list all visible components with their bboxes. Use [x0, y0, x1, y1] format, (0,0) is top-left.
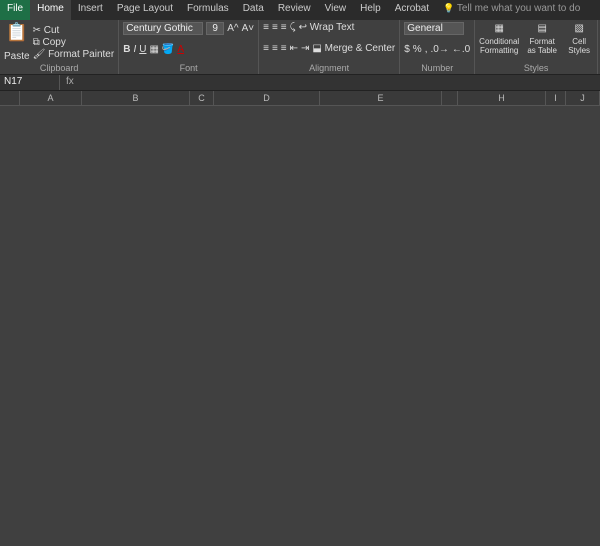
- increase-font-icon[interactable]: A^: [227, 23, 238, 34]
- name-box[interactable]: N17: [0, 75, 60, 90]
- group-font: Century Gothic 9 A^ A˅ B I U ▦ 🪣 A Font: [119, 20, 259, 74]
- group-label: Clipboard: [4, 63, 114, 74]
- paste-icon[interactable]: 📋: [6, 22, 28, 50]
- group-styles: ▦Conditional Formatting ▤Format as Table…: [475, 20, 598, 74]
- cond-format-icon[interactable]: ▦: [492, 22, 506, 36]
- number-format-combo[interactable]: General: [404, 22, 464, 35]
- dec-dec-icon[interactable]: ←.0: [452, 44, 470, 55]
- group-label: Font: [123, 63, 254, 74]
- align-bot-icon[interactable]: ≡: [281, 22, 287, 33]
- cell-styles-icon[interactable]: ▧: [572, 22, 586, 36]
- cond-format-button[interactable]: Conditional Formatting: [479, 37, 519, 55]
- col-header[interactable]: [0, 91, 20, 106]
- painter-button[interactable]: 🖌 Format Painter: [33, 49, 115, 60]
- group-label: Alignment: [263, 63, 395, 74]
- ribbon: 📋 Paste ✂ Cut ⧉ Copy 🖌 Format Painter Cl…: [0, 20, 600, 75]
- cut-button[interactable]: ✂ Cut: [33, 25, 115, 36]
- col-header[interactable]: H: [458, 91, 546, 106]
- group-number: General $ % , .0→ ←.0 Number: [400, 20, 475, 74]
- align-mid-icon[interactable]: ≡: [272, 22, 278, 33]
- tab-data[interactable]: Data: [236, 0, 271, 20]
- group-clipboard: 📋 Paste ✂ Cut ⧉ Copy 🖌 Format Painter Cl…: [0, 20, 119, 74]
- group-alignment: ≡ ≡ ≡ ⤹ ↩ Wrap Text ≡ ≡ ≡ ⇤ ⇥ ⬓ Merge & …: [259, 20, 400, 74]
- col-header[interactable]: D: [214, 91, 320, 106]
- percent-icon[interactable]: %: [413, 44, 422, 55]
- col-header[interactable]: E: [320, 91, 442, 106]
- menu-tabs: FileHomeInsertPage LayoutFormulasDataRev…: [0, 0, 600, 20]
- tab-page-layout[interactable]: Page Layout: [110, 0, 180, 20]
- fill-color-icon[interactable]: 🪣: [162, 44, 174, 55]
- group-label: Number: [404, 63, 470, 74]
- col-header[interactable]: C: [190, 91, 214, 106]
- italic-button[interactable]: I: [133, 44, 136, 55]
- font-name-combo[interactable]: Century Gothic: [123, 22, 203, 35]
- currency-icon[interactable]: $: [404, 44, 410, 55]
- orientation-icon[interactable]: ⤹: [290, 22, 296, 33]
- col-header[interactable]: [442, 91, 458, 106]
- tab-acrobat[interactable]: Acrobat: [388, 0, 436, 20]
- align-left-icon[interactable]: ≡: [263, 43, 269, 54]
- group-label: Styles: [479, 63, 593, 74]
- table-format-icon[interactable]: ▤: [535, 22, 549, 36]
- bold-button[interactable]: B: [123, 44, 130, 55]
- indent-dec-icon[interactable]: ⇤: [290, 43, 298, 54]
- tab-review[interactable]: Review: [271, 0, 318, 20]
- col-header[interactable]: I: [546, 91, 566, 106]
- dec-inc-icon[interactable]: .0→: [430, 44, 448, 55]
- tab-view[interactable]: View: [318, 0, 354, 20]
- column-headers[interactable]: ABCDE HIJ: [0, 91, 600, 105]
- font-color-icon[interactable]: A: [177, 44, 184, 55]
- decrease-font-icon[interactable]: A˅: [242, 23, 255, 34]
- col-header[interactable]: B: [82, 91, 190, 106]
- paste-button[interactable]: Paste: [4, 51, 30, 62]
- underline-button[interactable]: U: [139, 44, 146, 55]
- tell-me-input[interactable]: Tell me what you want to do: [436, 0, 587, 20]
- tab-home[interactable]: Home: [30, 0, 71, 20]
- merge-button[interactable]: ⬓ Merge & Center: [312, 43, 395, 54]
- font-size-combo[interactable]: 9: [206, 22, 224, 35]
- indent-inc-icon[interactable]: ⇥: [301, 43, 309, 54]
- wrap-text-button[interactable]: ↩ Wrap Text: [299, 22, 355, 33]
- col-header[interactable]: J: [566, 91, 600, 106]
- table-format-button[interactable]: Format as Table: [525, 37, 559, 55]
- tab-formulas[interactable]: Formulas: [180, 0, 236, 20]
- align-center-icon[interactable]: ≡: [272, 43, 278, 54]
- tab-help[interactable]: Help: [353, 0, 388, 20]
- copy-button[interactable]: ⧉ Copy: [33, 37, 115, 48]
- tab-file[interactable]: File: [0, 0, 30, 20]
- col-header[interactable]: A: [20, 91, 82, 106]
- border-icon[interactable]: ▦: [149, 44, 158, 55]
- comma-icon[interactable]: ,: [425, 44, 428, 55]
- fx-icon[interactable]: fx: [60, 75, 80, 90]
- spreadsheet-grid[interactable]: ABCDE HIJ: [0, 91, 600, 105]
- align-right-icon[interactable]: ≡: [281, 43, 287, 54]
- cell-styles-button[interactable]: Cell Styles: [565, 37, 593, 55]
- align-top-icon[interactable]: ≡: [263, 22, 269, 33]
- formula-bar: N17 fx: [0, 75, 600, 91]
- tab-insert[interactable]: Insert: [71, 0, 110, 20]
